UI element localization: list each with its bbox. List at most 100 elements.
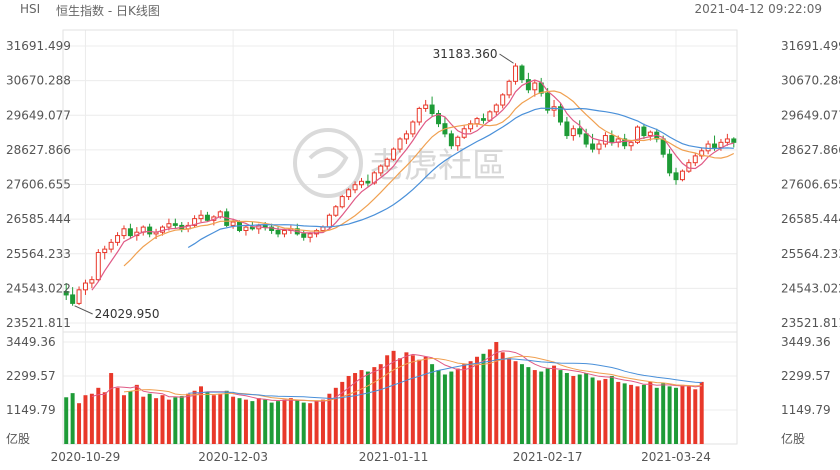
volume-ma-line-20 bbox=[188, 358, 702, 399]
volume-bar-down bbox=[526, 367, 531, 444]
volume-bar-up bbox=[494, 342, 499, 444]
y-tick-label-right: 31691.499 bbox=[781, 39, 840, 53]
candle-up bbox=[358, 180, 364, 186]
volume-bar-up bbox=[603, 378, 608, 444]
volume-bar-up bbox=[83, 395, 88, 444]
y-tick-label-left: 23521.811 bbox=[6, 316, 71, 330]
volume-bar-up bbox=[77, 403, 82, 444]
candle-down bbox=[731, 138, 737, 143]
x-tick-label: 2020-12-03 bbox=[198, 450, 268, 464]
candle-up bbox=[108, 241, 114, 250]
volume-bar-down bbox=[661, 383, 666, 444]
candle-down bbox=[70, 294, 76, 304]
candle-up bbox=[647, 131, 653, 137]
volume-bar-down bbox=[564, 373, 569, 444]
candle-down bbox=[204, 214, 210, 221]
volume-unit-left: 亿股 bbox=[6, 431, 30, 446]
candle-down bbox=[480, 118, 486, 121]
volume-bar-up bbox=[359, 370, 364, 444]
candle-up bbox=[506, 80, 512, 96]
volume-bar-up bbox=[102, 392, 107, 444]
candle-up bbox=[628, 141, 634, 147]
candle-up bbox=[724, 138, 730, 143]
max-annotation-label: 31183.360 bbox=[433, 47, 498, 61]
volume-bar-up bbox=[186, 393, 191, 444]
volume-bar-down bbox=[263, 399, 268, 444]
candle-up bbox=[532, 82, 538, 91]
volume-bar-down bbox=[224, 390, 229, 444]
volume-bar-up bbox=[513, 361, 518, 444]
volume-bar-down bbox=[430, 364, 435, 444]
volume-bar-up bbox=[693, 389, 698, 444]
volume-bar-up bbox=[115, 387, 120, 444]
annotations: 31183.360 24029.950 bbox=[74, 47, 514, 321]
timestamp: 2021-04-12 09:22:09 bbox=[694, 2, 822, 16]
candle-up bbox=[76, 289, 82, 304]
volume-bar-up bbox=[211, 395, 216, 444]
candle-up bbox=[493, 104, 499, 113]
candle-up bbox=[403, 133, 409, 140]
candle-up bbox=[89, 279, 95, 284]
volume-bar-up bbox=[192, 390, 197, 444]
volume-bar-up bbox=[635, 386, 640, 444]
volume-bar-down bbox=[674, 387, 679, 444]
volume-bar-up bbox=[378, 364, 383, 444]
volume-tick-label-right: 1149.79 bbox=[781, 403, 831, 417]
volume-bar-down bbox=[449, 371, 454, 444]
candle-up bbox=[384, 158, 390, 167]
y-tick-label-right: 27606.655 bbox=[781, 178, 840, 192]
volume-bar-down bbox=[250, 401, 255, 444]
volume-bar-up bbox=[410, 355, 415, 444]
candle-down bbox=[172, 223, 178, 226]
volume-bar-up bbox=[648, 381, 653, 444]
candle-up bbox=[82, 282, 88, 291]
volume-bar-up bbox=[141, 396, 146, 444]
volume-tick-label-left: 1149.79 bbox=[6, 403, 56, 417]
y-tick-label-right: 26585.444 bbox=[781, 212, 840, 226]
candle-up bbox=[121, 228, 127, 237]
candle-up bbox=[474, 118, 480, 125]
candle-down bbox=[63, 291, 69, 296]
candle-down bbox=[301, 233, 307, 238]
volume-bar-up bbox=[346, 375, 351, 444]
volume-bar-down bbox=[237, 398, 242, 444]
candle-down bbox=[577, 128, 583, 135]
chart-title: 恒生指数 - 日K线图 bbox=[56, 4, 160, 18]
volume-bar-down bbox=[481, 353, 486, 444]
candle-up bbox=[166, 223, 172, 228]
candle-up bbox=[115, 235, 121, 243]
volume-bar-up bbox=[134, 384, 139, 444]
candle-down bbox=[275, 229, 281, 235]
candle-up bbox=[230, 221, 236, 226]
tiger-logo-stroke bbox=[308, 147, 349, 179]
volume-bar-up bbox=[320, 399, 325, 444]
volume-bar-down bbox=[269, 402, 274, 444]
volume-bar-down bbox=[545, 368, 550, 444]
volume-bar-down bbox=[295, 400, 300, 444]
x-tick-label: 2021-03-24 bbox=[641, 450, 711, 464]
candle-up bbox=[410, 121, 416, 135]
volume-ma-lines bbox=[91, 350, 702, 402]
volume-bar-up bbox=[398, 358, 402, 444]
candle-up bbox=[692, 155, 698, 164]
ma-lines bbox=[91, 79, 735, 291]
y-tick-label-left: 29649.077 bbox=[6, 108, 71, 122]
volume-bars bbox=[64, 342, 704, 444]
volume-bar-up bbox=[333, 387, 338, 444]
candle-up bbox=[320, 226, 326, 231]
volume-bar-down bbox=[442, 374, 447, 444]
volume-bar-up bbox=[372, 367, 377, 444]
candle-up bbox=[570, 128, 576, 137]
candle-up bbox=[718, 141, 724, 148]
volume-bar-down bbox=[590, 377, 595, 444]
volume-bar-down bbox=[584, 373, 589, 444]
volume-bar-down bbox=[276, 401, 281, 444]
volume-bar-up bbox=[308, 403, 313, 444]
volume-bar-down bbox=[365, 371, 370, 444]
volume-ma-line-5 bbox=[91, 350, 702, 402]
volume-bar-up bbox=[353, 373, 358, 444]
candle-up bbox=[416, 107, 422, 123]
volume-bar-up bbox=[391, 350, 396, 444]
candle-up bbox=[281, 229, 287, 235]
